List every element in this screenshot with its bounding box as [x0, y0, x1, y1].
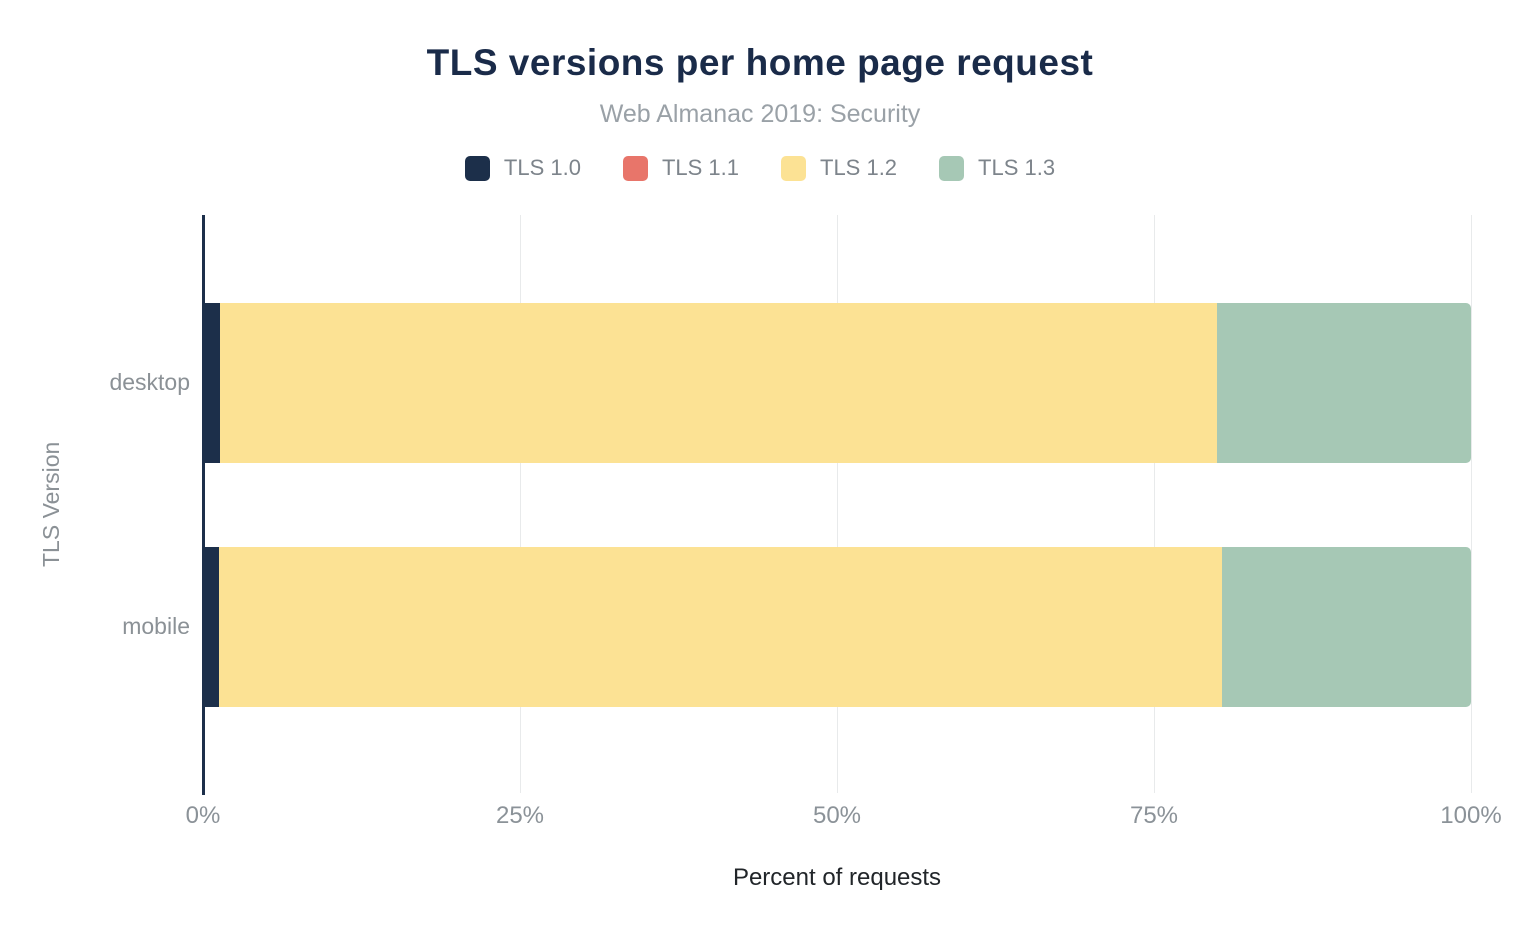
bar-row-desktop [205, 303, 1471, 463]
bar-segment-mobile-tls-1-3[interactable] [1221, 547, 1471, 707]
legend: TLS 1.0 TLS 1.1 TLS 1.2 TLS 1.3 [0, 155, 1520, 181]
category-label-mobile: mobile [122, 613, 190, 639]
legend-label: TLS 1.0 [503, 155, 581, 180]
chart-title: TLS versions per home page request [426, 42, 1094, 83]
legend-label: TLS 1.2 [820, 155, 898, 180]
y-axis-line [202, 215, 205, 795]
legend-swatch-icon [939, 155, 965, 181]
x-tick-label-75: 75% [1129, 802, 1179, 829]
gridline-50 [837, 215, 838, 793]
x-tick-label-100: 100% [1440, 802, 1502, 829]
plot-area [202, 215, 1472, 795]
legend-swatch-icon [781, 155, 806, 181]
bar-row-mobile [205, 547, 1471, 707]
x-axis-ticks: 0% 25% 50% 75% 100% [186, 802, 1502, 832]
bar-segment-desktop-tls-1-3[interactable] [1216, 303, 1471, 463]
gridline-25 [520, 215, 521, 793]
x-tick-label-25: 25% [495, 802, 545, 829]
legend-swatch-icon [622, 155, 648, 181]
chart-subtitle: Web Almanac 2019: Security [599, 100, 921, 128]
legend-label: TLS 1.3 [978, 155, 1056, 180]
legend-label: TLS 1.1 [661, 155, 739, 180]
y-axis-title: TLS Version [38, 441, 64, 567]
legend-item-tls-1-2[interactable]: TLS 1.2 [781, 155, 897, 181]
category-label-desktop: desktop [109, 369, 190, 395]
gridline-100 [1471, 215, 1472, 793]
x-axis-title: Percent of requests [732, 864, 942, 891]
legend-item-tls-1-1[interactable]: TLS 1.1 [622, 155, 739, 181]
bar-segment-mobile-tls-1-2[interactable] [218, 547, 1222, 707]
legend-item-tls-1-0[interactable]: TLS 1.0 [464, 155, 581, 181]
legend-swatch-icon [464, 155, 490, 181]
x-tick-label-0: 0% [185, 802, 221, 829]
x-tick-label-50: 50% [812, 802, 862, 829]
gridline-75 [1154, 215, 1155, 793]
bar-segment-desktop-tls-1-0[interactable] [205, 303, 221, 463]
bar-segment-mobile-tls-1-0[interactable] [205, 547, 219, 707]
legend-item-tls-1-3[interactable]: TLS 1.3 [939, 155, 1055, 181]
bar-segment-desktop-tls-1-2[interactable] [220, 303, 1217, 463]
